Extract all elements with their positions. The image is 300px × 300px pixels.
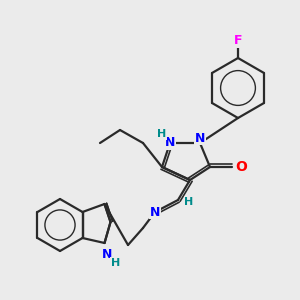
Text: H: H [111,258,120,268]
Text: F: F [234,34,242,47]
Text: H: H [184,197,194,207]
Text: O: O [235,160,247,174]
Text: N: N [102,248,113,262]
Text: H: H [158,129,166,139]
Text: N: N [165,136,175,149]
Text: N: N [195,131,205,145]
Text: N: N [150,206,160,218]
